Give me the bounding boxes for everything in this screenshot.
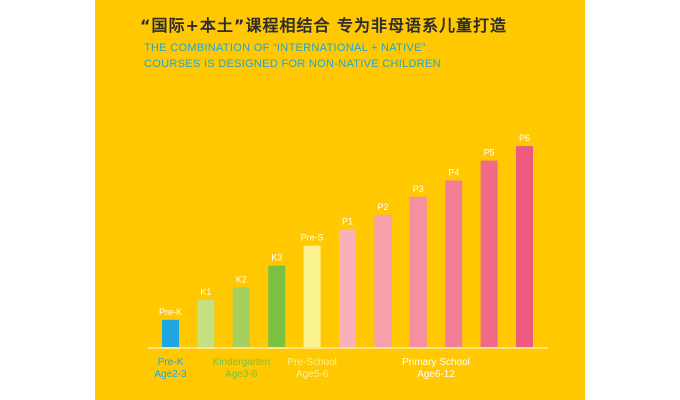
group-age-label: Age5-6 [296,369,329,380]
chart-subtitle-line-2: COURSES IS DESIGNED FOR NON-NATIVE CHILD… [144,58,441,70]
group-name-label: Pre-K [158,357,184,368]
bar-label: Pre-K [159,307,182,317]
bar-k2 [232,287,250,347]
chart-title-chinese: “国际+本土”课程相结合 专为非母语系儿童打造 [140,16,508,35]
bar-p2 [374,214,392,347]
bar-label: Pre-S [301,233,324,243]
bar-label: K1 [200,287,211,297]
group-age-label: Age2-3 [154,369,187,380]
bar-pre-k [162,319,179,347]
bar-p1 [339,229,356,347]
bar-p5 [480,160,498,347]
group-age-label: Age3-6 [225,369,258,380]
bar-label: K3 [271,253,282,263]
bar-k3 [268,265,286,347]
group-name-label: Kindergarten [213,357,270,368]
group-name-label: Pre-School [287,357,336,368]
bar-label: P4 [448,167,459,177]
bar-label: P1 [342,216,353,226]
bar-p3 [409,196,427,347]
bars-group: Pre-K K1 K2 K3 Pre-S P1 P2 P3 P4 P5 P6 [159,133,533,347]
group-age-label: Age6-12 [417,369,455,380]
chart-subtitle-line-1: THE COMBINATION OF “INTERNATIONAL + NATI… [144,42,426,54]
group-labels: Pre-KAge2-3KindergartenAge3-6Pre-SchoolA… [154,357,470,380]
group-name-label: Primary School [402,357,470,368]
bar-p4 [445,180,463,347]
bar-label: P5 [484,148,495,158]
bar-p6 [516,146,533,347]
bar-label: P3 [413,184,424,194]
bar-label: K2 [236,274,247,284]
bar-pre-s [303,245,321,347]
bar-label: P6 [519,133,530,143]
bar-label: P2 [377,202,388,212]
bar-k1 [197,299,215,347]
